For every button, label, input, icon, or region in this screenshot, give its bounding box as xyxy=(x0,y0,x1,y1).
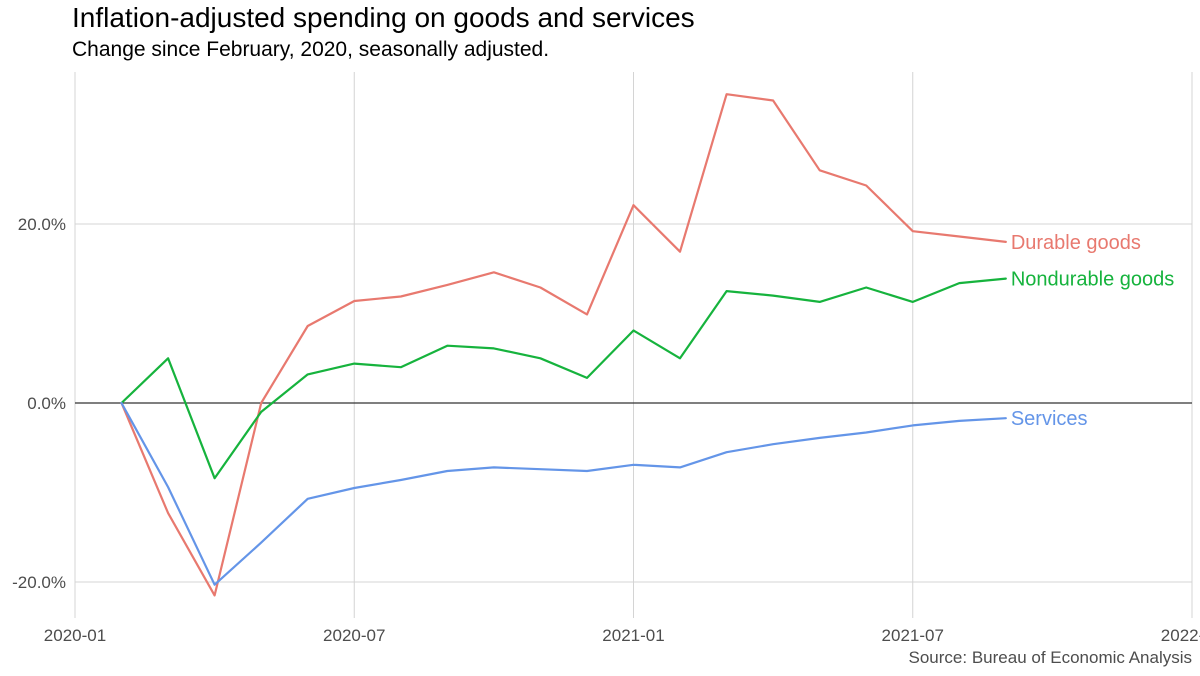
y-tick-label: -20.0% xyxy=(12,573,66,592)
series-label-services: Services xyxy=(1011,408,1088,430)
x-tick-label: 2020-07 xyxy=(323,626,385,645)
axis-tick-labels: 2020-01 2020-07 2021-01 2021-07 2022-01 -20.0… xyxy=(12,215,1200,645)
y-tick-label: 0.0% xyxy=(27,394,66,413)
x-tick-label: 2020-01 xyxy=(44,626,106,645)
series-label-durable-goods: Durable goods xyxy=(1011,232,1141,254)
series-lines xyxy=(120,93,1007,597)
chart-title: Inflation-adjusted spending on goods and… xyxy=(72,2,695,33)
series-line-nondurable-goods xyxy=(120,277,1007,480)
series-label-nondurable-goods: Nondurable goods xyxy=(1011,269,1174,291)
series-line-services xyxy=(120,401,1007,586)
series-line-durable-goods xyxy=(120,93,1007,597)
x-tick-label: 2021-01 xyxy=(602,626,664,645)
series-labels: Durable goods Nondurable goods Services xyxy=(1011,232,1174,430)
x-tick-label: 2022-01 xyxy=(1161,626,1200,645)
y-tick-label: 20.0% xyxy=(18,215,66,234)
chart-caption: Source: Bureau of Economic Analysis xyxy=(908,648,1192,667)
x-tick-label: 2021-07 xyxy=(882,626,944,645)
chart-subtitle: Change since February, 2020, seasonally … xyxy=(72,38,550,61)
gridlines xyxy=(74,72,1193,618)
